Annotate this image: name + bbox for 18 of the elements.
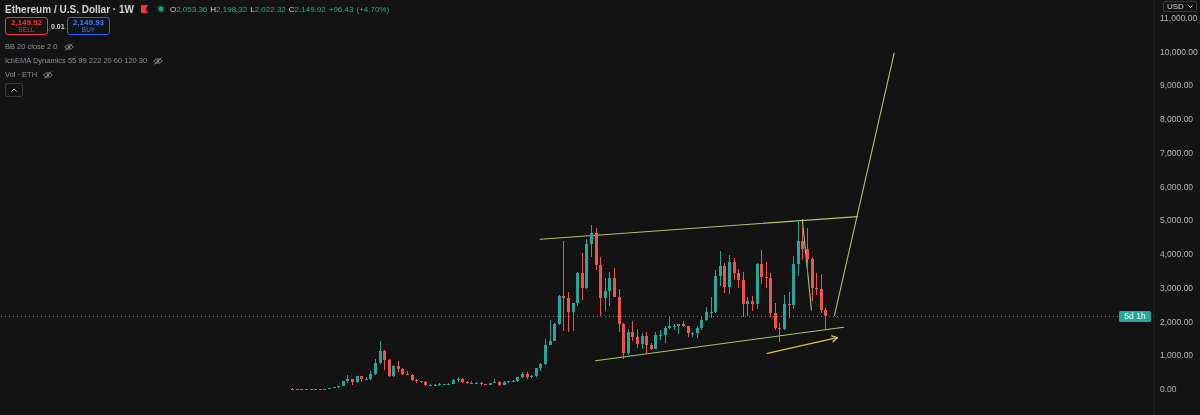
y-tick-label: 0.00 <box>1160 384 1177 395</box>
annotation: 2,149.92 <box>10 17 43 27</box>
y-tick-label: 5,000.00 <box>1160 215 1194 226</box>
annotation: 2,149.93 <box>72 17 105 27</box>
y-tick-label: 4,000.00 <box>1160 249 1194 260</box>
ref-line-label: 5d 1h <box>1124 311 1146 322</box>
dropdown: USD <box>1163 1 1197 12</box>
text: O2,053.36 H2,198.32 L2,022.32 C2,149.92 +96.43 (+4.70%) <box>169 4 390 14</box>
y-tick-label: 2,000.00 <box>1160 316 1194 327</box>
y-tick-label: 8,000.00 <box>1160 114 1194 125</box>
y-tick-label: 10,000.00 <box>1160 46 1199 57</box>
y-tick-label: 9,000.00 <box>1160 80 1194 91</box>
y-tick-label: 11,000.00 <box>1160 12 1198 23</box>
y-tick-label: 7,000.00 <box>1160 147 1194 158</box>
y-tick-label: 1,000.00 <box>1160 350 1194 361</box>
y-tick-label: 3,000.00 <box>1160 282 1194 293</box>
y-tick-label: 6,000.00 <box>1160 181 1194 192</box>
chart-title: Ethereum / U.S. Dollar · 1W <box>5 3 134 15</box>
